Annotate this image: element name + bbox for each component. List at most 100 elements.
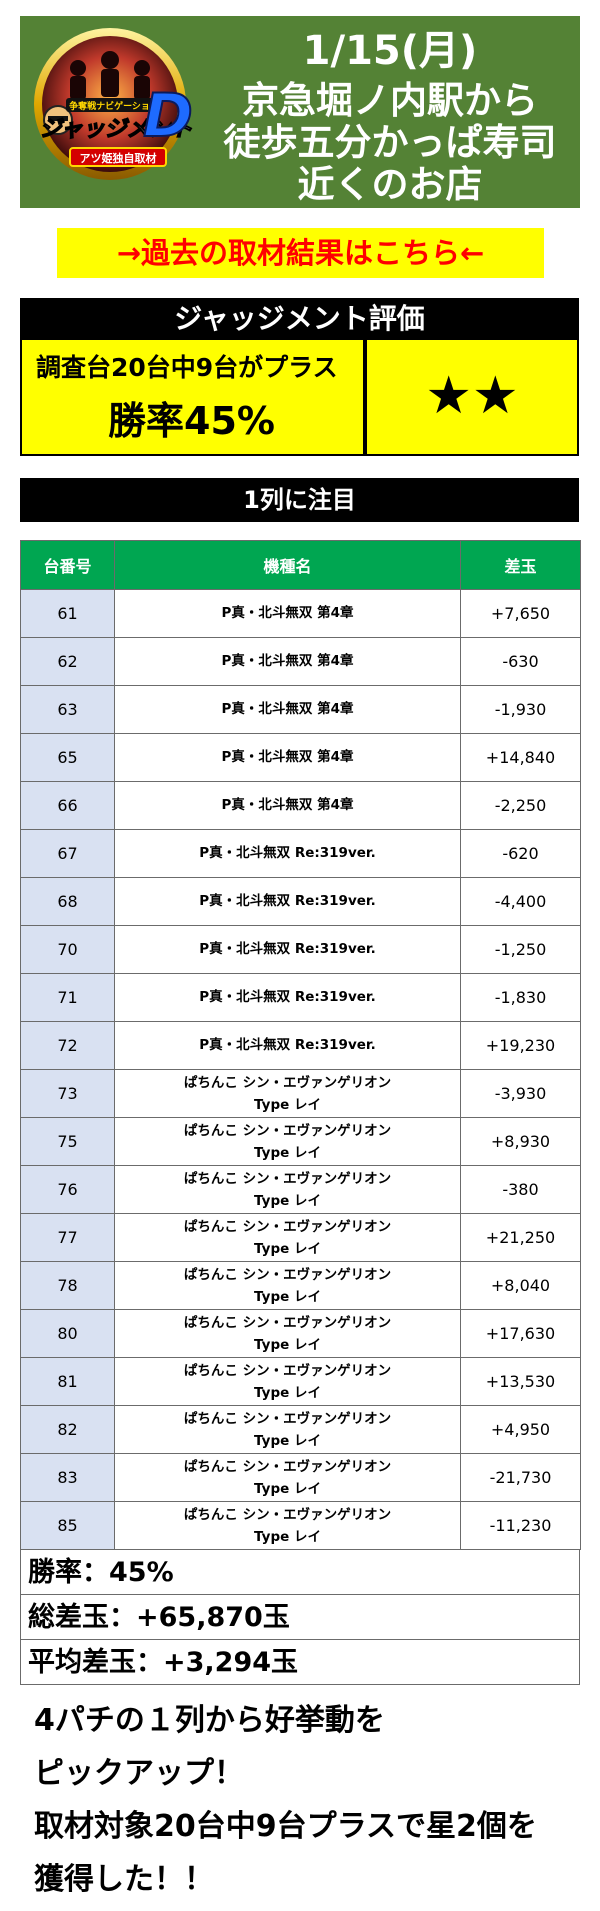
model-name-line: Type レイ bbox=[254, 1288, 321, 1305]
machine-number-cell: 76 bbox=[20, 1165, 115, 1214]
model-name-line: Type レイ bbox=[254, 1144, 321, 1161]
column-header-difference: 差玉 bbox=[460, 540, 581, 590]
difference-cell: -620 bbox=[460, 829, 581, 878]
machine-number-cell: 65 bbox=[20, 733, 115, 782]
table-row: 73 ぱちんこ シン・エヴァンゲリオン Type レイ -3,930 bbox=[20, 1069, 581, 1118]
difference-cell: -3,930 bbox=[460, 1069, 581, 1118]
header-location-line-2: 徒歩五分かっぱ寿司 bbox=[223, 121, 557, 164]
difference-cell: +17,630 bbox=[460, 1309, 581, 1358]
difference-cell: +8,040 bbox=[460, 1261, 581, 1310]
model-name-line: Type レイ bbox=[254, 1192, 321, 1209]
focus-section-title: 1列に注目 bbox=[20, 478, 579, 522]
machine-number-cell: 73 bbox=[20, 1069, 115, 1118]
difference-cell: -21,730 bbox=[460, 1453, 581, 1502]
difference-cell: +8,930 bbox=[460, 1117, 581, 1166]
header-location-line-1: 京急堀ノ内駅から bbox=[242, 79, 538, 122]
difference-cell: +14,840 bbox=[460, 733, 581, 782]
difference-cell: -1,930 bbox=[460, 685, 581, 734]
machine-number-cell: 72 bbox=[20, 1021, 115, 1070]
model-name-cell: P真・北斗無双 第4章 bbox=[114, 733, 461, 782]
evaluation-stars: ★★ bbox=[365, 340, 579, 456]
table-row: 70 P真・北斗無双 Re:319ver. -1,250 bbox=[20, 925, 581, 974]
model-name-line: ぱちんこ シン・エヴァンゲリオン bbox=[183, 1506, 392, 1523]
machine-number-cell: 82 bbox=[20, 1405, 115, 1454]
machine-number-cell: 68 bbox=[20, 877, 115, 926]
table-row: 61 P真・北斗無双 第4章 +7,650 bbox=[20, 589, 581, 638]
difference-cell: +4,950 bbox=[460, 1405, 581, 1454]
logo-ribbon-text: アツ姫独自取材 bbox=[80, 151, 157, 165]
model-name-line: Type レイ bbox=[254, 1384, 321, 1401]
logo-title-text: ジャッジメント bbox=[40, 117, 193, 142]
model-name-cell: ぱちんこ シン・エヴァンゲリオン Type レイ bbox=[114, 1453, 461, 1502]
machine-number-cell: 70 bbox=[20, 925, 115, 974]
model-name-line: Type レイ bbox=[254, 1336, 321, 1353]
model-name-line: P真・北斗無双 第4章 bbox=[221, 653, 354, 669]
header-date: 1/15(月) bbox=[302, 28, 478, 74]
comment-line-2: ピックアップ！ bbox=[34, 1756, 244, 1791]
column-header-machine-number: 台番号 bbox=[20, 540, 115, 590]
difference-cell: -1,830 bbox=[460, 973, 581, 1022]
model-name-cell: ぱちんこ シン・エヴァンゲリオン Type レイ bbox=[114, 1405, 461, 1454]
header-banner: 争奪戦ナビゲーション ジャッジメント D アツ姫独自取材 1/15(月) 京急堀… bbox=[20, 16, 580, 208]
table-row: 83 ぱちんこ シン・エヴァンゲリオン Type レイ -21,730 bbox=[20, 1453, 581, 1502]
machine-number-cell: 61 bbox=[20, 589, 115, 638]
machine-number-cell: 80 bbox=[20, 1309, 115, 1358]
comment-line-4: 獲得した！！ bbox=[34, 1862, 214, 1897]
past-results-link[interactable]: →過去の取材結果はこちら← bbox=[57, 228, 544, 278]
model-name-cell: P真・北斗無双 第4章 bbox=[114, 637, 461, 686]
model-name-cell: P真・北斗無双 Re:319ver. bbox=[114, 829, 461, 878]
difference-cell: -2,250 bbox=[460, 781, 581, 830]
difference-cell: +21,250 bbox=[460, 1213, 581, 1262]
machine-number-cell: 85 bbox=[20, 1501, 115, 1550]
table-row: 72 P真・北斗無双 Re:319ver. +19,230 bbox=[20, 1021, 581, 1070]
evaluation-subtext: 調査台20台中9台がプラス bbox=[36, 353, 338, 382]
model-name-line: ぱちんこ シン・エヴァンゲリオン bbox=[183, 1410, 392, 1427]
model-name-cell: ぱちんこ シン・エヴァンゲリオン Type レイ bbox=[114, 1309, 461, 1358]
model-name-cell: P真・北斗無双 Re:319ver. bbox=[114, 973, 461, 1022]
model-name-cell: P真・北斗無双 第4章 bbox=[114, 781, 461, 830]
model-name-line: ぱちんこ シン・エヴァンゲリオン bbox=[183, 1458, 392, 1475]
summary-win-rate: 勝率：45% bbox=[20, 1549, 580, 1595]
comment-text: 4パチの１列から好挙動を ピックアップ！ 取材対象20台中9台プラスで星2個を … bbox=[34, 1694, 574, 1906]
difference-cell: -11,230 bbox=[460, 1501, 581, 1550]
table-row: 68 P真・北斗無双 Re:319ver. -4,400 bbox=[20, 877, 581, 926]
model-name-line: P真・北斗無双 第4章 bbox=[221, 749, 354, 765]
table-row: 81 ぱちんこ シン・エヴァンゲリオン Type レイ +13,530 bbox=[20, 1357, 581, 1406]
model-name-cell: P真・北斗無双 Re:319ver. bbox=[114, 1021, 461, 1070]
table-row: 66 P真・北斗無双 第4章 -2,250 bbox=[20, 781, 581, 830]
comment-line-1: 4パチの１列から好挙動を bbox=[34, 1703, 385, 1738]
model-name-cell: ぱちんこ シン・エヴァンゲリオン Type レイ bbox=[114, 1213, 461, 1262]
model-name-line: ぱちんこ シン・エヴァンゲリオン bbox=[183, 1122, 392, 1139]
model-name-line: P真・北斗無双 Re:319ver. bbox=[199, 989, 376, 1005]
machine-number-cell: 67 bbox=[20, 829, 115, 878]
model-name-cell: P真・北斗無双 第4章 bbox=[114, 589, 461, 638]
table-row: 67 P真・北斗無双 Re:319ver. -620 bbox=[20, 829, 581, 878]
model-name-line: Type レイ bbox=[254, 1240, 321, 1257]
model-name-cell: P真・北斗無双 Re:319ver. bbox=[114, 925, 461, 974]
summary-box: 勝率：45% 総差玉：+65,870玉 平均差玉：+3,294玉 bbox=[20, 1549, 580, 1685]
table-header-row: 台番号 機種名 差玉 bbox=[20, 540, 581, 590]
judgement-d-logo: 争奪戦ナビゲーション ジャッジメント D アツ姫独自取材 bbox=[34, 28, 194, 180]
summary-total-difference: 総差玉：+65,870玉 bbox=[20, 1594, 580, 1640]
table-row: 80 ぱちんこ シン・エヴァンゲリオン Type レイ +17,630 bbox=[20, 1309, 581, 1358]
machine-number-cell: 62 bbox=[20, 637, 115, 686]
table-row: 63 P真・北斗無双 第4章 -1,930 bbox=[20, 685, 581, 734]
difference-cell: -630 bbox=[460, 637, 581, 686]
model-name-line: Type レイ bbox=[254, 1480, 321, 1497]
model-name-line: Type レイ bbox=[254, 1432, 321, 1449]
evaluation-title: ジャッジメント評価 bbox=[20, 298, 579, 340]
model-name-cell: ぱちんこ シン・エヴァンゲリオン Type レイ bbox=[114, 1165, 461, 1214]
table-row: 71 P真・北斗無双 Re:319ver. -1,830 bbox=[20, 973, 581, 1022]
model-name-cell: ぱちんこ シン・エヴァンゲリオン Type レイ bbox=[114, 1069, 461, 1118]
model-name-line: ぱちんこ シン・エヴァンゲリオン bbox=[183, 1266, 392, 1283]
machine-number-cell: 78 bbox=[20, 1261, 115, 1310]
table-row: 85 ぱちんこ シン・エヴァンゲリオン Type レイ -11,230 bbox=[20, 1501, 581, 1550]
table-body: 61 P真・北斗無双 第4章 +7,650 62 P真・北斗無双 第4章 -630 63 P真… bbox=[20, 589, 581, 1550]
logo-d-letter: D bbox=[143, 81, 193, 151]
difference-cell: -1,250 bbox=[460, 925, 581, 974]
evaluation-win-rate: 勝率45% bbox=[108, 399, 275, 443]
summary-average-difference: 平均差玉：+3,294玉 bbox=[20, 1639, 580, 1685]
machine-number-cell: 63 bbox=[20, 685, 115, 734]
column-header-model-name: 機種名 bbox=[114, 540, 461, 590]
model-name-line: P真・北斗無双 第4章 bbox=[221, 797, 354, 813]
